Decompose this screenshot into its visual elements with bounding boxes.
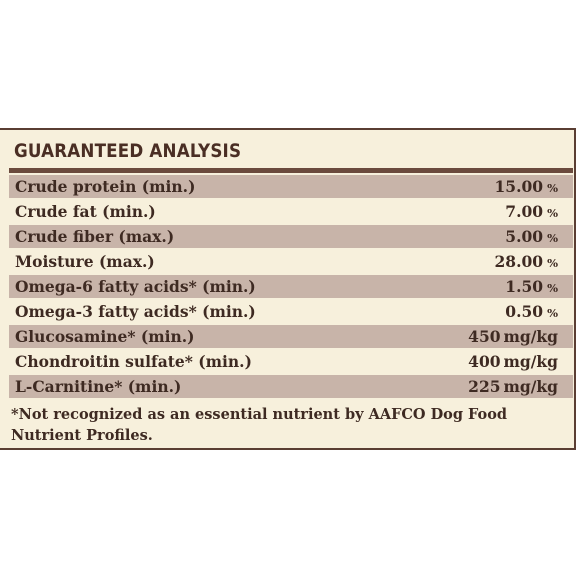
footnote: *Not recognized as an essential nutrient…	[11, 406, 508, 444]
nutrient-value: 7.00%	[505, 202, 558, 221]
table-row: Moisture (max.) 28.00%	[9, 250, 573, 273]
table-row: L-Carnitine* (min.) 225 mg/kg	[9, 375, 573, 398]
table-row: Crude fat (min.) 7.00%	[9, 200, 573, 223]
nutrient-value: 0.50%	[505, 302, 558, 321]
nutrient-value: 225 mg/kg	[468, 377, 558, 396]
table-row: Glucosamine* (min.) 450 mg/kg	[9, 325, 573, 348]
nutrient-name: Crude fiber (max.)	[15, 227, 175, 246]
nutrient-name: Glucosamine* (min.)	[15, 327, 195, 346]
nutrient-value: 28.00%	[494, 252, 558, 271]
nutrient-name: Crude fat (min.)	[15, 202, 156, 221]
nutrient-value: 1.50%	[505, 277, 558, 296]
nutrient-name: L-Carnitine* (min.)	[15, 377, 182, 396]
table-row: Chondroitin sulfate* (min.) 400 mg/kg	[9, 350, 573, 373]
nutrient-value: 400 mg/kg	[468, 352, 558, 371]
nutrient-name: Chondroitin sulfate* (min.)	[15, 352, 252, 371]
nutrient-name: Crude protein (min.)	[15, 177, 196, 196]
nutrient-name: Omega-3 fatty acids* (min.)	[15, 302, 256, 321]
table-row: Omega-6 fatty acids* (min.) 1.50%	[9, 275, 573, 298]
nutrient-name: Omega-6 fatty acids* (min.)	[15, 277, 256, 296]
nutrient-name: Moisture (max.)	[15, 252, 155, 271]
nutrient-value: 450 mg/kg	[468, 327, 558, 346]
panel-title: GUARANTEED ANALYSIS	[14, 140, 242, 162]
analysis-table: Crude protein (min.) 15.00% Crude fat (m…	[9, 175, 573, 400]
nutrient-value: 5.00%	[505, 227, 558, 246]
nutrient-value: 15.00%	[494, 177, 558, 196]
title-divider	[9, 168, 573, 173]
guaranteed-analysis-panel: GUARANTEED ANALYSIS Crude protein (min.)…	[0, 128, 576, 450]
table-row: Omega-3 fatty acids* (min.) 0.50%	[9, 300, 573, 323]
table-row: Crude fiber (max.) 5.00%	[9, 225, 573, 248]
table-row: Crude protein (min.) 15.00%	[9, 175, 573, 198]
